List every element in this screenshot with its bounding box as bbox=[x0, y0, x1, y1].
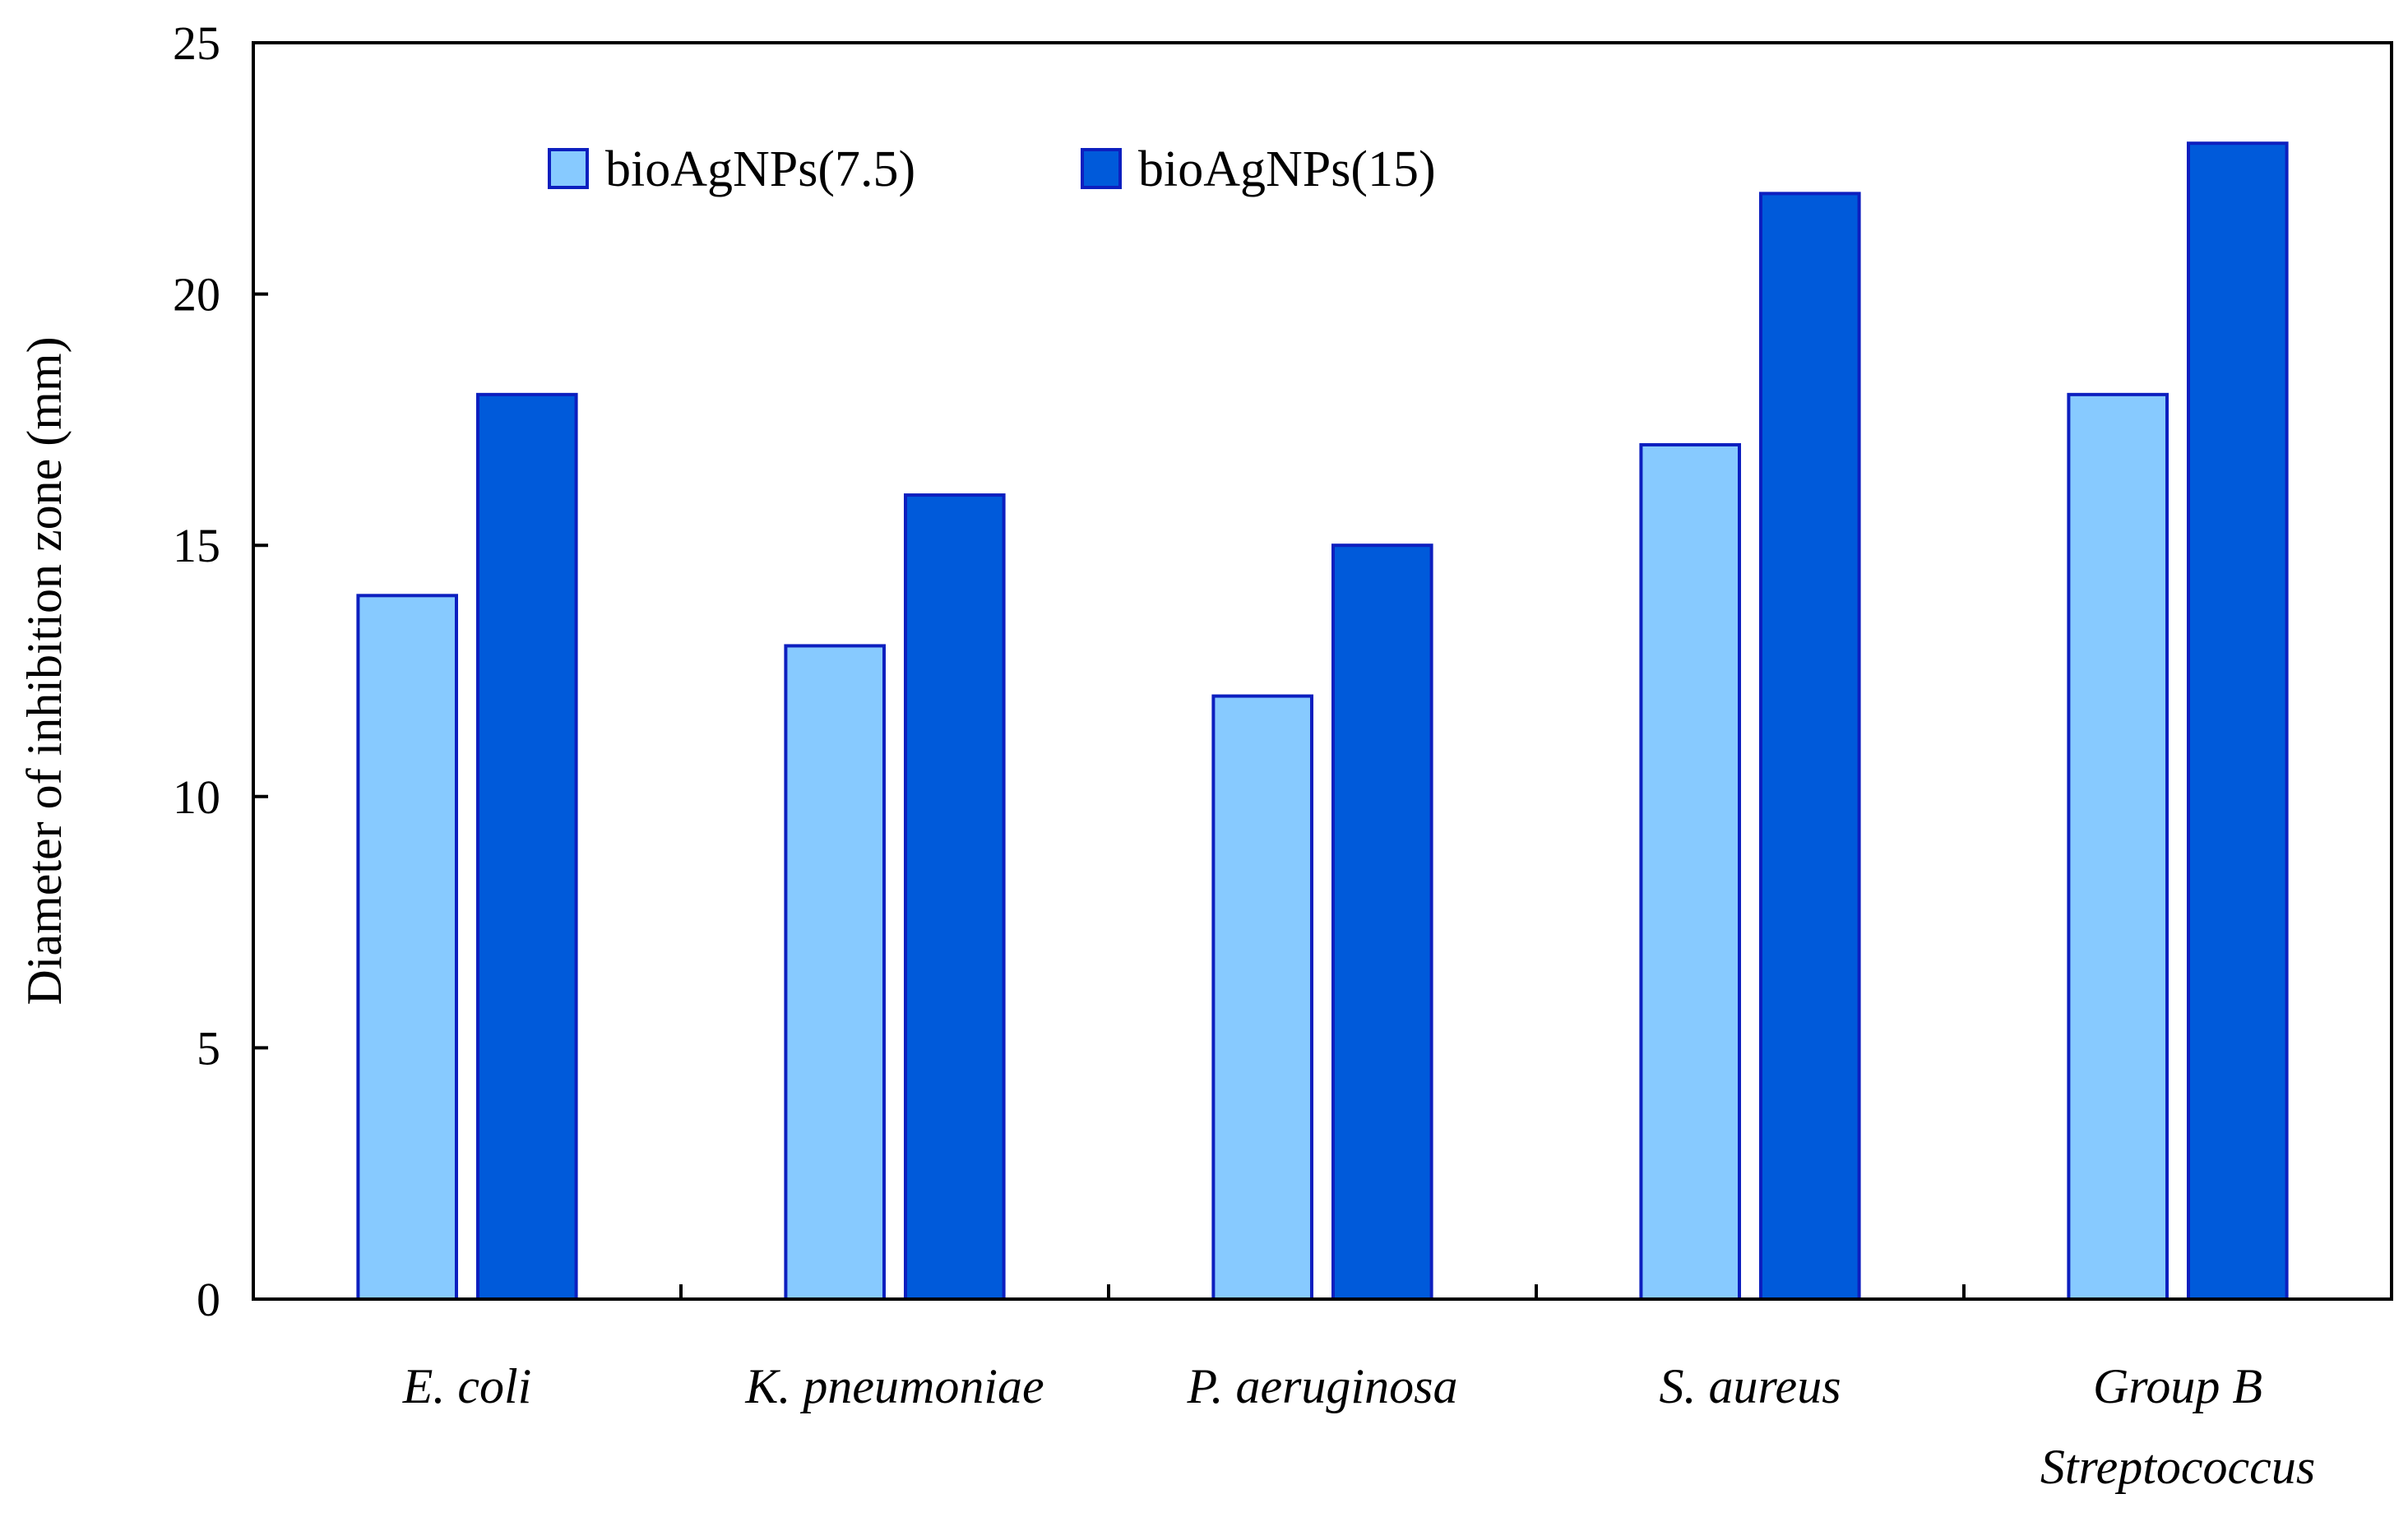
legend-swatch-bioagnps-15 bbox=[1081, 148, 1122, 189]
bar-bioagnps-15-k-pneumoniae bbox=[904, 493, 1006, 1301]
x-category-label: Group B bbox=[2093, 1359, 2262, 1413]
y-tick-label: 20 bbox=[173, 268, 220, 321]
legend-label-bioagnps-7-5: bioAgNPs(7.5) bbox=[605, 141, 915, 197]
bar-bioagnps-15-p-aeruginosa bbox=[1331, 543, 1433, 1301]
legend-swatch-bioagnps-7-5 bbox=[548, 148, 589, 189]
y-tick-label: 10 bbox=[173, 770, 220, 824]
y-axis-title: Diameter of inhibition zone (mm) bbox=[17, 336, 72, 1005]
y-tick-label: 5 bbox=[197, 1021, 220, 1075]
bar-bioagnps-7-5-p-aeruginosa bbox=[1211, 694, 1314, 1301]
x-category-label: Streptococcus bbox=[2040, 1440, 2315, 1494]
bar-bioagnps-15-s-aureus bbox=[1759, 192, 1861, 1302]
legend-label-bioagnps-15: bioAgNPs(15) bbox=[1138, 141, 1436, 197]
x-category-label: E. coli bbox=[402, 1359, 532, 1413]
bar-bioagnps-7-5-group-b-streptococcus bbox=[2067, 392, 2169, 1302]
plot-frame bbox=[252, 41, 2393, 1301]
bar-bioagnps-7-5-e-coli bbox=[356, 594, 458, 1301]
y-tick-label: 25 bbox=[173, 16, 220, 70]
x-category-label: K. pneumoniae bbox=[744, 1359, 1044, 1413]
y-tick-label: 0 bbox=[197, 1273, 220, 1326]
ticks-layer: 0 5 10 15 20 25 bbox=[173, 16, 1966, 1326]
x-category-label: P. aeruginosa bbox=[1187, 1359, 1458, 1413]
y-tick-label: 15 bbox=[173, 519, 220, 572]
category-labels: E. coli K. pneumoniae P. aeruginosa S. aure… bbox=[402, 1359, 2315, 1494]
bar-bioagnps-7-5-s-aureus bbox=[1639, 442, 1742, 1302]
bar-bioagnps-15-group-b-streptococcus bbox=[2187, 141, 2289, 1302]
bars-layer bbox=[356, 141, 2289, 1302]
bar-bioagnps-7-5-k-pneumoniae bbox=[784, 644, 887, 1301]
legend: bioAgNPs(7.5) bioAgNPs(15) bbox=[548, 141, 1436, 197]
bar-bioagnps-15-e-coli bbox=[476, 392, 578, 1302]
x-category-label: S. aureus bbox=[1659, 1359, 1841, 1413]
